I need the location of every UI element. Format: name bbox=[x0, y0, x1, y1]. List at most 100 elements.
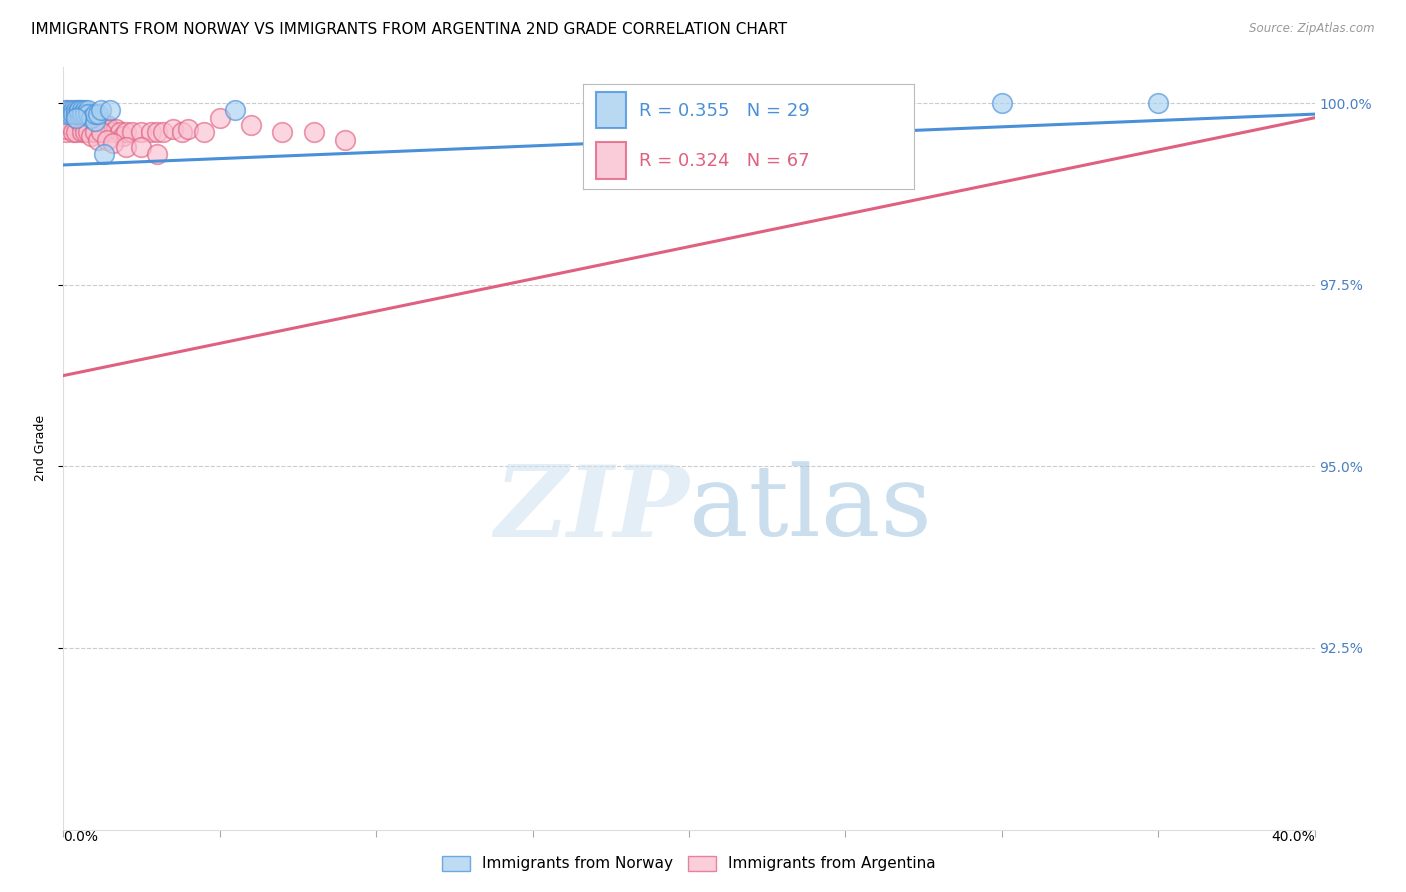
Point bbox=[131, 125, 153, 139]
Point bbox=[55, 103, 77, 118]
Point bbox=[80, 111, 103, 125]
Text: IMMIGRANTS FROM NORWAY VS IMMIGRANTS FROM ARGENTINA 2ND GRADE CORRELATION CHART: IMMIGRANTS FROM NORWAY VS IMMIGRANTS FRO… bbox=[31, 22, 787, 37]
Point bbox=[77, 107, 100, 121]
Point bbox=[96, 132, 118, 146]
Point bbox=[98, 103, 121, 118]
Point bbox=[152, 125, 174, 139]
Point bbox=[77, 121, 100, 136]
Point bbox=[67, 121, 90, 136]
Point bbox=[55, 121, 77, 136]
Point bbox=[65, 107, 87, 121]
Text: 40.0%: 40.0% bbox=[1271, 830, 1315, 844]
Point bbox=[75, 125, 97, 139]
Point bbox=[75, 107, 97, 121]
Point bbox=[302, 125, 325, 139]
Point bbox=[146, 125, 169, 139]
Point bbox=[131, 140, 153, 154]
Point bbox=[105, 121, 128, 136]
Point bbox=[62, 103, 84, 118]
Y-axis label: 2nd Grade: 2nd Grade bbox=[34, 415, 48, 482]
Point bbox=[67, 107, 90, 121]
Point bbox=[80, 128, 103, 143]
Point bbox=[65, 111, 87, 125]
Point bbox=[67, 103, 90, 118]
Point bbox=[70, 125, 93, 139]
Point bbox=[65, 125, 87, 139]
Point bbox=[70, 103, 93, 118]
Point bbox=[83, 114, 105, 128]
Point bbox=[108, 125, 131, 139]
Point bbox=[111, 128, 134, 143]
Point bbox=[55, 107, 77, 121]
Point bbox=[193, 125, 215, 139]
Point bbox=[70, 107, 93, 121]
Point bbox=[77, 114, 100, 128]
Point bbox=[62, 107, 84, 121]
Point bbox=[55, 111, 77, 125]
Point bbox=[208, 111, 231, 125]
Point bbox=[115, 125, 138, 139]
Point bbox=[58, 107, 80, 121]
Point bbox=[224, 103, 246, 118]
Point bbox=[65, 111, 87, 125]
Point bbox=[77, 107, 100, 121]
Point bbox=[90, 103, 112, 118]
Point bbox=[83, 111, 105, 125]
Point bbox=[90, 121, 112, 136]
Point bbox=[333, 132, 356, 146]
Point bbox=[58, 103, 80, 118]
Text: 0.0%: 0.0% bbox=[63, 830, 98, 844]
Point bbox=[55, 125, 77, 139]
Point bbox=[80, 125, 103, 139]
Point bbox=[77, 103, 100, 118]
Point bbox=[62, 125, 84, 139]
Text: ZIP: ZIP bbox=[494, 461, 689, 558]
Point bbox=[75, 118, 97, 132]
Point bbox=[80, 107, 103, 121]
Point bbox=[96, 118, 118, 132]
Point bbox=[93, 147, 115, 161]
Point bbox=[271, 125, 294, 139]
Point bbox=[98, 121, 121, 136]
Point bbox=[103, 136, 125, 150]
Point bbox=[86, 114, 108, 128]
Text: Source: ZipAtlas.com: Source: ZipAtlas.com bbox=[1250, 22, 1375, 36]
Point bbox=[70, 114, 93, 128]
Text: atlas: atlas bbox=[689, 461, 932, 558]
Point bbox=[90, 125, 112, 139]
Point bbox=[93, 118, 115, 132]
Point bbox=[62, 107, 84, 121]
Point bbox=[65, 103, 87, 118]
Point bbox=[1147, 96, 1170, 111]
Point bbox=[86, 132, 108, 146]
Point bbox=[67, 114, 90, 128]
Point bbox=[86, 125, 108, 139]
Legend: Immigrants from Norway, Immigrants from Argentina: Immigrants from Norway, Immigrants from … bbox=[443, 855, 935, 871]
Point bbox=[55, 103, 77, 118]
Point bbox=[65, 118, 87, 132]
Point bbox=[83, 121, 105, 136]
Point bbox=[146, 147, 169, 161]
Point bbox=[115, 140, 138, 154]
Point bbox=[103, 125, 125, 139]
Point bbox=[991, 96, 1014, 111]
Point bbox=[83, 107, 105, 121]
Point bbox=[239, 118, 263, 132]
Point bbox=[70, 107, 93, 121]
Point bbox=[741, 103, 763, 118]
Point bbox=[58, 107, 80, 121]
Point bbox=[93, 125, 115, 139]
Point bbox=[62, 114, 84, 128]
Point bbox=[67, 114, 90, 128]
Point bbox=[67, 103, 90, 118]
Point bbox=[58, 118, 80, 132]
Point bbox=[90, 114, 112, 128]
Point bbox=[172, 125, 194, 139]
Point bbox=[75, 107, 97, 121]
Point bbox=[121, 125, 143, 139]
Point bbox=[83, 125, 105, 139]
Point bbox=[86, 107, 108, 121]
Point bbox=[75, 103, 97, 118]
Point bbox=[177, 121, 200, 136]
Point bbox=[162, 121, 184, 136]
